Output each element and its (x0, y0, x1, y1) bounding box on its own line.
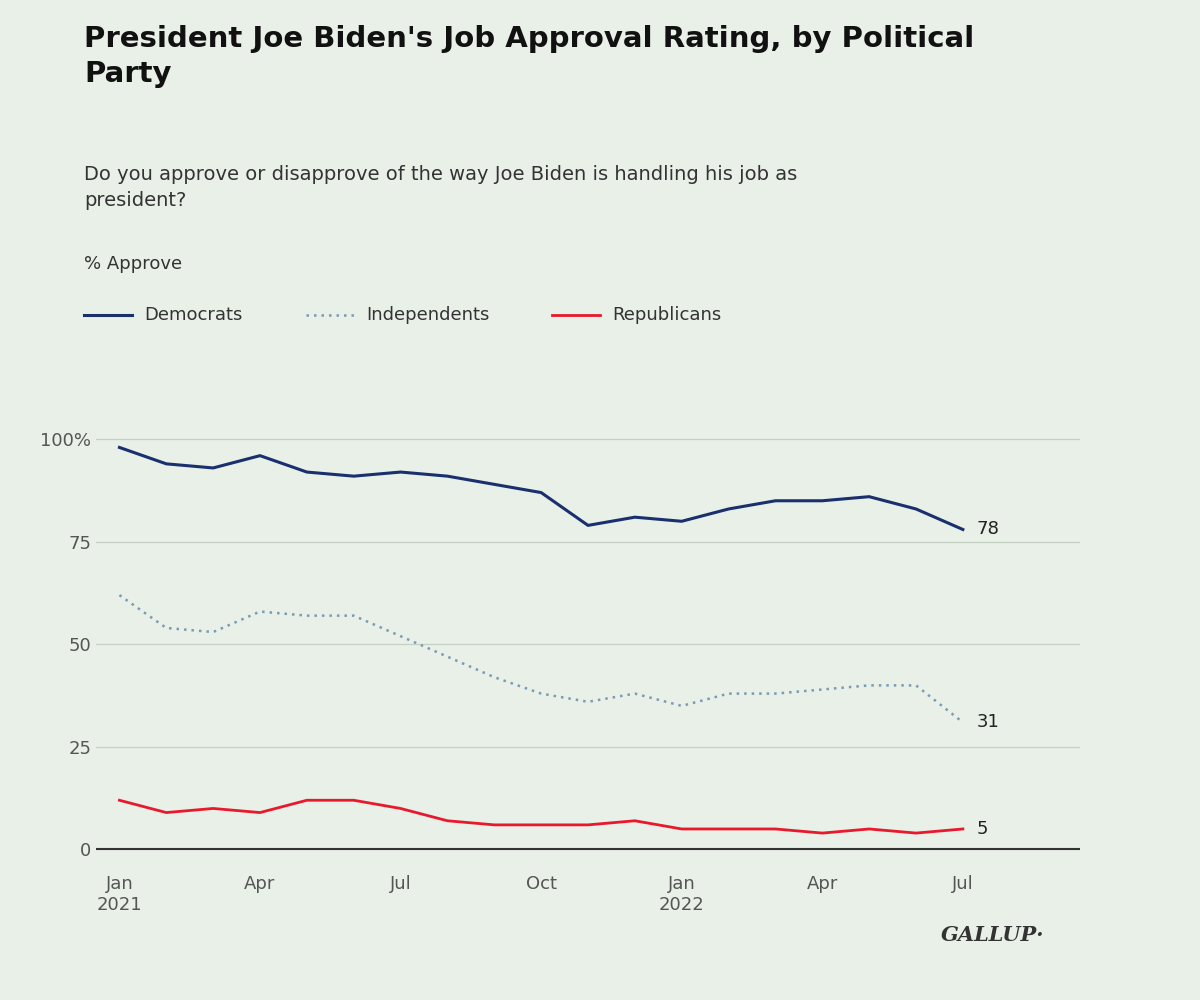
Text: 5: 5 (977, 820, 989, 838)
Text: Independents: Independents (366, 306, 490, 324)
Text: President Joe Biden's Job Approval Rating, by Political
Party: President Joe Biden's Job Approval Ratin… (84, 25, 974, 88)
Text: % Approve: % Approve (84, 255, 182, 273)
Text: 31: 31 (977, 713, 1000, 731)
Text: Republicans: Republicans (612, 306, 721, 324)
Text: Do you approve or disapprove of the way Joe Biden is handling his job as
preside: Do you approve or disapprove of the way … (84, 165, 797, 211)
Text: GALLUP·: GALLUP· (941, 925, 1044, 945)
Text: 78: 78 (977, 520, 1000, 538)
Text: Democrats: Democrats (144, 306, 242, 324)
